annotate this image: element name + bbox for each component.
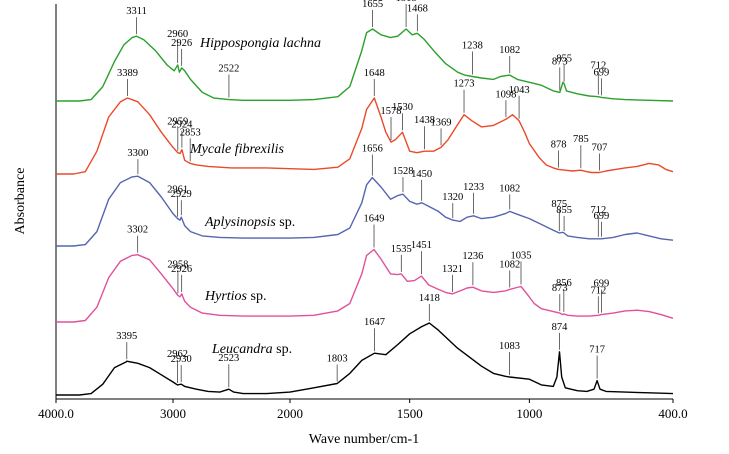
peak-label: 1043 (509, 85, 530, 96)
series-group (56, 28, 674, 396)
peak-label: 1418 (419, 293, 440, 304)
y-axis-title: Absorbance (13, 168, 28, 235)
peak-label: 2853 (180, 127, 201, 138)
peak-label: 1082 (499, 45, 520, 56)
peak-label: 1236 (462, 251, 483, 262)
peak-label: 855 (556, 205, 572, 216)
peak-label: 1530 (392, 102, 413, 113)
peak-label: 699 (594, 211, 610, 222)
peak-label: 1803 (327, 353, 348, 364)
peak-label: 1468 (407, 3, 428, 14)
series-line (56, 322, 674, 396)
peak-label: 855 (556, 54, 572, 65)
peak-label: 712 (590, 61, 606, 72)
peak-label: 2522 (218, 64, 239, 75)
peak-label: 1647 (364, 317, 385, 328)
peak-label: 1273 (454, 79, 475, 90)
peak-label: 3395 (116, 331, 137, 342)
peak-label: 2962 (167, 349, 188, 360)
x-tick-label: 3000 (160, 406, 186, 421)
peak-label: 1451 (411, 240, 432, 251)
x-tick-label: 400.0 (658, 406, 687, 421)
x-tick-label: 2000 (277, 406, 303, 421)
peak-label: 707 (592, 142, 608, 153)
peak-label: 1578 (381, 106, 402, 117)
peak-label: 1515 (396, 0, 417, 4)
peak-label: 1656 (362, 144, 383, 155)
peak-label: 1655 (362, 0, 383, 10)
peak-label: 1098 (495, 89, 516, 100)
series-line (56, 175, 674, 247)
peak-label: 3311 (126, 6, 147, 17)
species-labels: Hippospongia lachna Mycale fibrexilis Aply… (189, 36, 321, 357)
peak-label: 2926 (171, 264, 192, 275)
peak-label: 873 (552, 56, 568, 67)
peak-label: 717 (589, 345, 605, 356)
peak-label: 699 (594, 67, 610, 78)
peak-label: 2958 (167, 259, 188, 270)
peak-label: 2523 (218, 353, 239, 364)
peak-label: 712 (590, 205, 606, 216)
peak-label: 875 (551, 199, 567, 210)
peak-label: 1535 (391, 244, 412, 255)
peak-label: 874 (552, 322, 569, 333)
peak-annotations: 3311296029262522165515151468123810828738… (116, 0, 610, 388)
peak-label: 1648 (364, 68, 385, 79)
series-line (56, 28, 674, 102)
peak-label: 873 (552, 283, 568, 294)
series-name-label: Leucandra sp. (211, 342, 292, 357)
peak-label: 1321 (442, 264, 463, 275)
peak-label: 1035 (510, 250, 531, 261)
series-name-label: Hyrtios sp. (204, 289, 266, 304)
series-name-label: Aplysinopsis sp. (204, 215, 295, 230)
axes (55, 4, 673, 400)
peak-label: 1450 (411, 169, 432, 180)
series-name-label: Hippospongia lachna (199, 36, 321, 51)
peak-label: 1238 (462, 41, 483, 52)
peak-label: 1369 (431, 117, 452, 128)
x-axis-title: Wave number/cm-1 (309, 432, 419, 447)
peak-label: 1082 (499, 183, 520, 194)
series-name-label: Mycale fibrexilis (189, 142, 284, 157)
peak-label: 3300 (127, 148, 148, 159)
peak-label: 2929 (171, 189, 192, 200)
peak-label: 1438 (414, 115, 435, 126)
peak-label: 1233 (463, 182, 484, 193)
peak-label: 2924 (171, 120, 193, 131)
peak-label: 1528 (392, 166, 413, 177)
x-tick-label: 1000 (516, 406, 542, 421)
x-axis-ticks: 4000.0 3000 2000 1500 1000 400.0 (38, 399, 688, 421)
peak-label: 856 (556, 278, 572, 289)
peak-label: 878 (551, 139, 567, 150)
peak-label: 2926 (171, 38, 192, 49)
peak-label: 2959 (167, 117, 188, 128)
series-line (56, 97, 674, 175)
peak-label: 3389 (117, 68, 138, 79)
peak-label: 712 (590, 285, 606, 296)
peak-label: 699 (594, 279, 610, 290)
peak-label: 1082 (499, 259, 520, 270)
peak-label: 1083 (499, 341, 520, 352)
peak-label: 3302 (127, 225, 148, 236)
peak-label: 2960 (167, 29, 188, 40)
peak-label: 1320 (442, 192, 463, 203)
series-line (56, 248, 674, 323)
peak-label: 2930 (171, 354, 192, 365)
peak-label: 785 (573, 134, 589, 145)
x-tick-label: 1500 (397, 406, 423, 421)
peak-label: 2961 (167, 185, 188, 196)
x-tick-label: 4000.0 (38, 406, 74, 421)
peak-label: 1649 (364, 213, 385, 224)
